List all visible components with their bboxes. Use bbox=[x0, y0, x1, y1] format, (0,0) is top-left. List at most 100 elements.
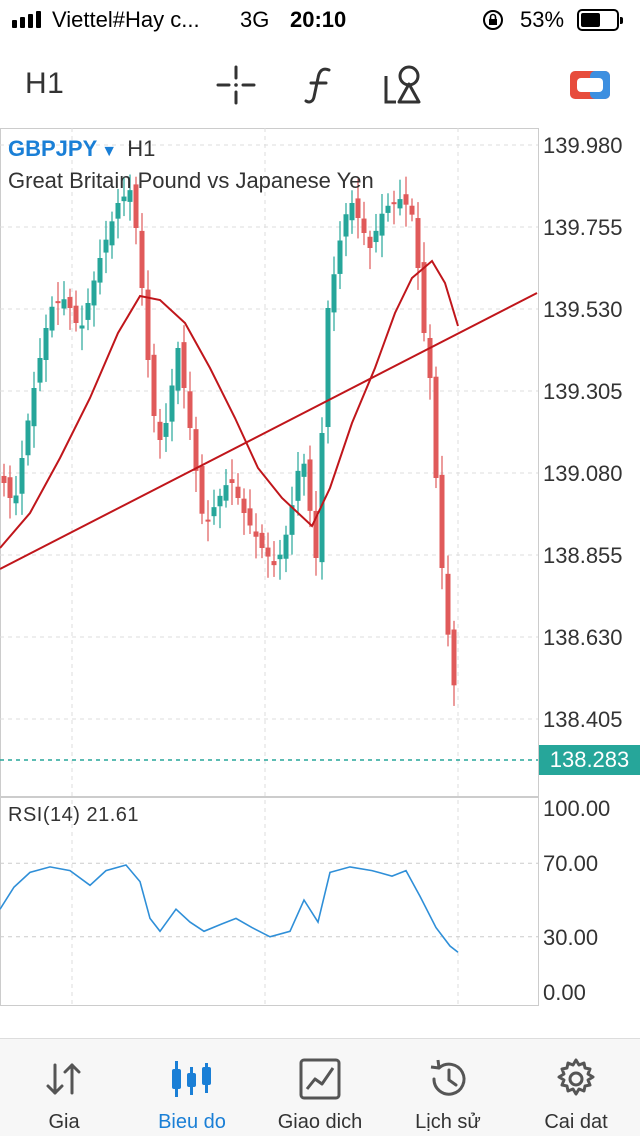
chevron-down-icon[interactable]: ▼ bbox=[101, 143, 118, 160]
candle-body bbox=[43, 328, 49, 360]
objects-icon[interactable] bbox=[382, 62, 426, 106]
nav-trade-label: Giao dich bbox=[277, 1111, 363, 1133]
rsi-axis-label: 100.00 bbox=[543, 796, 610, 821]
candle-body bbox=[103, 239, 109, 253]
rsi-axis-label: 30.00 bbox=[543, 925, 598, 950]
candle-body bbox=[109, 221, 115, 246]
function-icon[interactable] bbox=[302, 64, 338, 106]
candle-body bbox=[325, 308, 331, 428]
nav-settings[interactable]: Cai dat bbox=[512, 1039, 640, 1136]
candle-body bbox=[25, 420, 31, 456]
moving-average-line bbox=[0, 259, 459, 549]
candle-body bbox=[205, 519, 211, 522]
candle-body bbox=[307, 459, 313, 511]
candlestick-series bbox=[1, 174, 457, 706]
candle-body bbox=[427, 338, 433, 378]
symbol-header[interactable]: GBPJPY ▼ H1 bbox=[8, 136, 155, 162]
candle-body bbox=[355, 198, 361, 218]
candle-body bbox=[7, 477, 13, 498]
candle-body bbox=[169, 385, 175, 422]
candle-body bbox=[313, 510, 319, 558]
candle-body bbox=[193, 429, 199, 471]
price-axis-label: 138.405 bbox=[543, 707, 623, 732]
candle-body bbox=[433, 376, 439, 478]
symbol-name[interactable]: GBPJPY bbox=[8, 136, 98, 161]
symbol-description: Great Britain Pound vs Japanese Yen bbox=[8, 168, 374, 193]
settings-icon bbox=[557, 1058, 595, 1096]
candle-body bbox=[241, 498, 247, 513]
candle-body bbox=[397, 199, 403, 209]
candle-body bbox=[229, 479, 235, 483]
nav-history[interactable]: Lịch sử bbox=[384, 1039, 512, 1136]
candle-body bbox=[247, 508, 253, 526]
price-axis-label: 138.630 bbox=[543, 625, 623, 650]
battery-icon bbox=[577, 9, 623, 31]
candle-body bbox=[253, 531, 259, 537]
price-axis-label: 139.755 bbox=[543, 215, 623, 240]
candle-body bbox=[127, 190, 133, 202]
orientation-lock-icon bbox=[483, 10, 503, 30]
candle-body bbox=[157, 421, 163, 440]
candle-body bbox=[115, 203, 121, 219]
nav-chart-label: Bieu do bbox=[158, 1111, 226, 1133]
battery-percent: 53% bbox=[520, 7, 565, 32]
candle-body bbox=[403, 194, 409, 205]
candle-body bbox=[265, 547, 271, 557]
rsi-indicator-label[interactable]: RSI(14) 21.61 bbox=[8, 804, 140, 826]
candle-body bbox=[391, 202, 397, 205]
candle-body bbox=[211, 507, 217, 517]
carrier-name: Viettel#Hay c... bbox=[52, 7, 200, 32]
nav-quotes-label: Gia bbox=[48, 1111, 80, 1133]
timeframe-button[interactable]: H1 bbox=[25, 67, 65, 100]
candle-body bbox=[49, 306, 55, 331]
chart-area[interactable]: 139.980 139.755 139.530 139.305 139.080 138.8… bbox=[0, 128, 640, 1008]
candle-body bbox=[97, 258, 103, 283]
status-bar: Viettel#Hay c... 3G 20:10 53% bbox=[0, 0, 640, 40]
nav-trade[interactable]: Giao dich bbox=[256, 1039, 384, 1136]
nav-chart[interactable]: Bieu do bbox=[128, 1039, 256, 1136]
candle-body bbox=[319, 433, 325, 563]
candle-body bbox=[85, 303, 91, 320]
candle-body bbox=[337, 240, 343, 274]
candle-body bbox=[349, 203, 355, 221]
crosshair-icon[interactable] bbox=[215, 64, 257, 106]
price-axis-label: 139.980 bbox=[543, 133, 623, 158]
bottom-nav: Gia Bieu do Giao dich Lịch sử bbox=[0, 1038, 640, 1136]
candle-body bbox=[217, 495, 223, 507]
nav-quotes[interactable]: Gia bbox=[0, 1039, 128, 1136]
history-icon bbox=[430, 1059, 466, 1096]
candle-body bbox=[283, 534, 289, 559]
candle-body bbox=[1, 475, 7, 483]
candle-body bbox=[73, 305, 79, 323]
rsi-line bbox=[0, 864, 459, 953]
candle-body bbox=[421, 262, 427, 333]
candle-body bbox=[133, 184, 139, 228]
candle-body bbox=[163, 423, 169, 437]
quotes-icon bbox=[46, 1063, 81, 1095]
candle-body bbox=[277, 554, 283, 560]
price-axis-label: 139.080 bbox=[543, 461, 623, 486]
price-axis-label: 138.855 bbox=[543, 543, 623, 568]
chart-timeframe: H1 bbox=[127, 136, 156, 161]
trade-toggle-icon[interactable] bbox=[569, 70, 611, 100]
candle-body bbox=[235, 486, 241, 498]
price-chart[interactable]: 139.980 139.755 139.530 139.305 139.080 138.8… bbox=[0, 128, 640, 1008]
candle-body bbox=[61, 299, 67, 309]
candle-body bbox=[373, 230, 379, 243]
candle-body bbox=[331, 274, 337, 313]
candle-body bbox=[13, 495, 19, 504]
nav-settings-label: Cai dat bbox=[544, 1111, 608, 1133]
candle-body bbox=[415, 218, 421, 268]
candle-body bbox=[19, 458, 25, 494]
candle-body bbox=[181, 342, 187, 388]
candle-body bbox=[175, 348, 181, 391]
candle-body bbox=[79, 325, 85, 329]
network-type: 3G bbox=[240, 7, 270, 32]
candle-body bbox=[289, 505, 295, 535]
nav-history-label: Lịch sử bbox=[415, 1111, 481, 1133]
candle-body bbox=[385, 205, 391, 213]
candle-body bbox=[271, 561, 277, 566]
price-axis-label: 139.530 bbox=[543, 297, 623, 322]
candle-body bbox=[121, 196, 127, 202]
candle-body bbox=[67, 297, 73, 308]
